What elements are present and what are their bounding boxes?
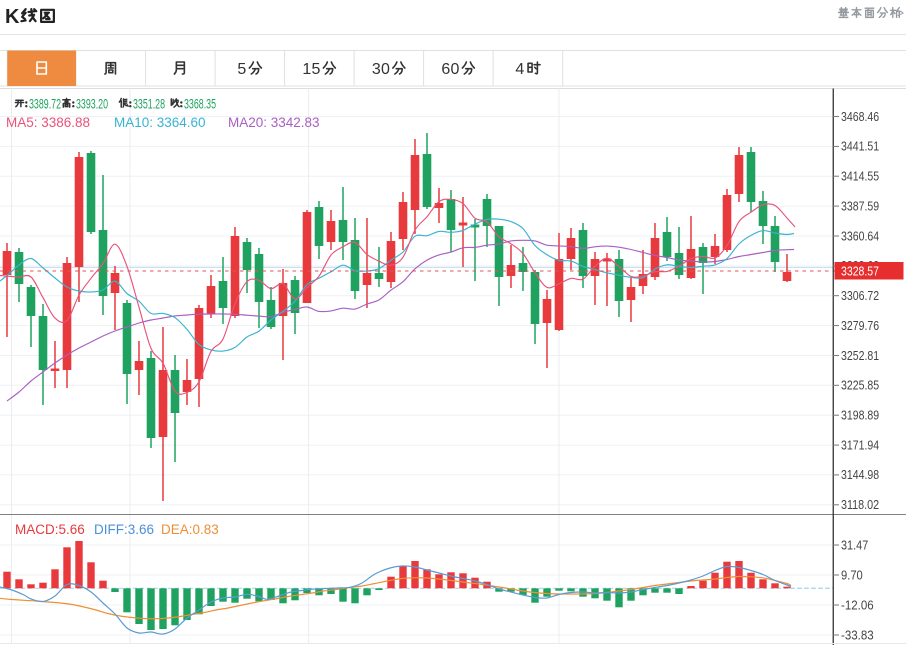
svg-text:3389.72: 3389.72 [29, 96, 61, 112]
svg-text:>: > [897, 6, 904, 20]
svg-text:3351.28: 3351.28 [133, 96, 165, 112]
svg-text:3368.35: 3368.35 [184, 96, 216, 112]
svg-text:DEA:0.83: DEA:0.83 [161, 522, 219, 537]
svg-text:30: 30 [372, 61, 390, 78]
svg-text:MA20: 3342.83: MA20: 3342.83 [228, 115, 320, 130]
svg-text:3360.64: 3360.64 [841, 229, 879, 243]
svg-text:3252.81: 3252.81 [841, 349, 879, 363]
svg-text:3144.98: 3144.98 [841, 468, 879, 482]
svg-text:DIFF:3.66: DIFF:3.66 [94, 522, 154, 537]
svg-text:MA10: 3364.60: MA10: 3364.60 [114, 115, 206, 130]
svg-text:31.47: 31.47 [841, 538, 868, 552]
svg-text:-12.06: -12.06 [841, 598, 874, 612]
svg-text:3171.94: 3171.94 [841, 438, 879, 452]
svg-text:9.70: 9.70 [841, 568, 863, 582]
svg-text:15: 15 [302, 61, 320, 78]
svg-text:3441.51: 3441.51 [841, 140, 879, 154]
svg-text:3279.76: 3279.76 [841, 319, 879, 333]
svg-text:3118.02: 3118.02 [841, 498, 879, 512]
svg-text:3393.20: 3393.20 [76, 96, 108, 112]
svg-text:3198.89: 3198.89 [841, 409, 879, 423]
svg-text:K: K [5, 6, 20, 28]
svg-text:3328.57: 3328.57 [841, 265, 879, 279]
svg-text:3306.72: 3306.72 [841, 289, 879, 303]
svg-text:MACD:5.66: MACD:5.66 [15, 522, 85, 537]
svg-text:3225.85: 3225.85 [841, 379, 879, 393]
svg-text:-33.83: -33.83 [841, 628, 874, 642]
svg-text:3468.46: 3468.46 [841, 110, 879, 124]
svg-text:MA5: 3386.88: MA5: 3386.88 [6, 115, 90, 130]
svg-text:5: 5 [237, 61, 246, 78]
svg-text:3414.55: 3414.55 [841, 170, 879, 184]
svg-text:4: 4 [515, 61, 524, 78]
svg-text:3387.59: 3387.59 [841, 199, 879, 213]
svg-text:60: 60 [441, 61, 459, 78]
